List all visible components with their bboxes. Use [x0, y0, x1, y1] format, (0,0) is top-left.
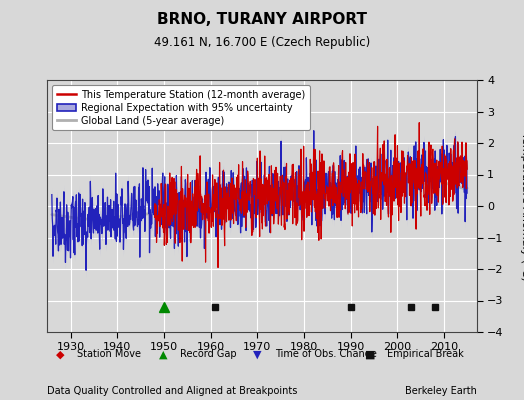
- Text: ▲: ▲: [159, 350, 167, 359]
- Text: Empirical Break: Empirical Break: [387, 350, 463, 359]
- Y-axis label: Temperature Anomaly (°C): Temperature Anomaly (°C): [520, 132, 524, 280]
- Text: ▼: ▼: [254, 350, 262, 359]
- Text: Record Gap: Record Gap: [180, 350, 237, 359]
- Text: ■: ■: [365, 350, 376, 359]
- Text: Station Move: Station Move: [77, 350, 141, 359]
- Text: Data Quality Controlled and Aligned at Breakpoints: Data Quality Controlled and Aligned at B…: [47, 386, 298, 396]
- Legend: This Temperature Station (12-month average), Regional Expectation with 95% uncer: This Temperature Station (12-month avera…: [52, 85, 310, 130]
- Text: BRNO, TURANY AIRPORT: BRNO, TURANY AIRPORT: [157, 12, 367, 27]
- Text: 49.161 N, 16.700 E (Czech Republic): 49.161 N, 16.700 E (Czech Republic): [154, 36, 370, 49]
- Text: ◆: ◆: [56, 350, 64, 359]
- Text: Time of Obs. Change: Time of Obs. Change: [275, 350, 377, 359]
- Text: Berkeley Earth: Berkeley Earth: [405, 386, 477, 396]
